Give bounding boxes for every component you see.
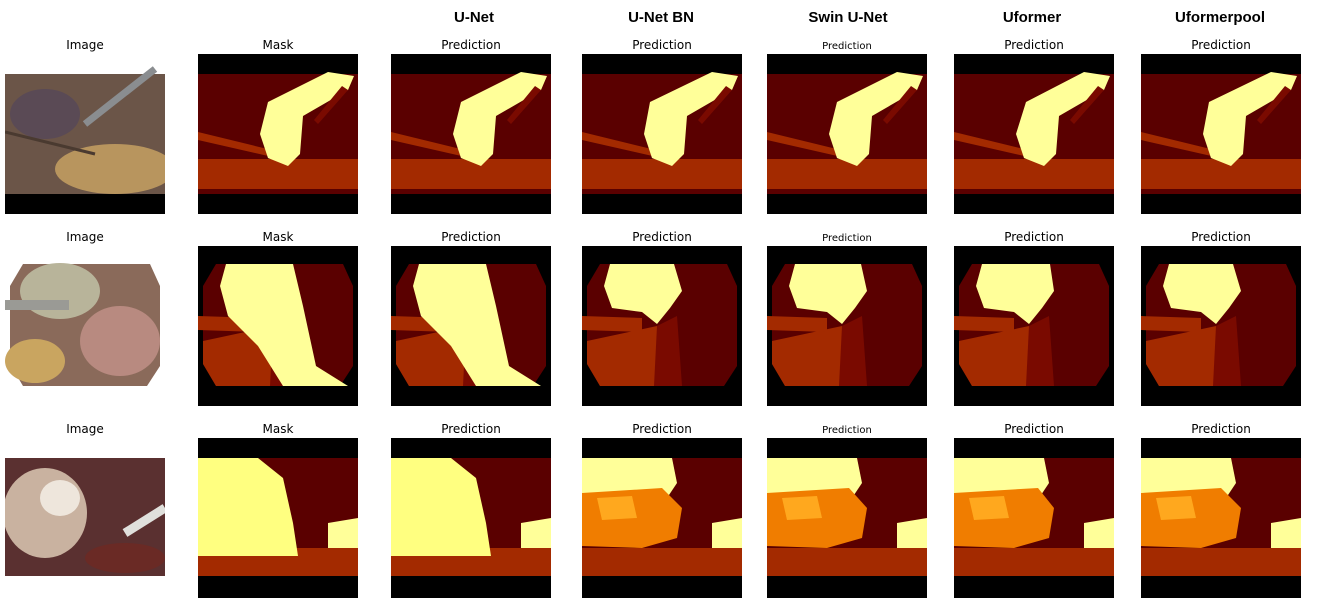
column-header-swin-unet: Swin U-Net bbox=[808, 9, 888, 26]
prediction-image bbox=[391, 54, 551, 214]
prediction-title: Prediction bbox=[822, 233, 872, 244]
prediction-image bbox=[1141, 54, 1301, 214]
mask-title: Mask bbox=[262, 422, 294, 436]
image-title: Image bbox=[66, 422, 104, 436]
prediction-image bbox=[954, 54, 1114, 214]
prediction-image bbox=[391, 438, 551, 598]
prediction-image bbox=[954, 438, 1114, 598]
image-title: Image bbox=[66, 38, 104, 52]
prediction-image bbox=[582, 438, 742, 598]
mask-image bbox=[198, 246, 358, 406]
prediction-image bbox=[954, 246, 1114, 406]
prediction-title: Prediction bbox=[822, 425, 872, 436]
input-image bbox=[5, 54, 165, 214]
mask-title: Mask bbox=[262, 230, 294, 244]
prediction-title: Prediction bbox=[632, 38, 692, 52]
prediction-image bbox=[1141, 246, 1301, 406]
prediction-title: Prediction bbox=[1191, 38, 1251, 52]
prediction-image bbox=[391, 246, 551, 406]
prediction-title: Prediction bbox=[1004, 38, 1064, 52]
prediction-title: Prediction bbox=[632, 230, 692, 244]
column-header-unet-bn: U-Net BN bbox=[628, 9, 694, 26]
prediction-image bbox=[582, 246, 742, 406]
mask-title: Mask bbox=[262, 38, 294, 52]
column-header-uformer: Uformer bbox=[1002, 9, 1062, 26]
prediction-image bbox=[1141, 438, 1301, 598]
column-header-uformerpool: Uformerpool bbox=[1175, 9, 1265, 26]
prediction-title: Prediction bbox=[1004, 230, 1064, 244]
mask-image bbox=[198, 54, 358, 214]
prediction-title: Prediction bbox=[441, 422, 501, 436]
prediction-title: Prediction bbox=[1191, 230, 1251, 244]
prediction-title: Prediction bbox=[822, 41, 872, 52]
prediction-image bbox=[582, 54, 742, 214]
mask-image bbox=[198, 438, 358, 598]
prediction-title: Prediction bbox=[632, 422, 692, 436]
prediction-image bbox=[767, 246, 927, 406]
prediction-title: Prediction bbox=[441, 38, 501, 52]
prediction-title: Prediction bbox=[1191, 422, 1251, 436]
prediction-image bbox=[767, 54, 927, 214]
prediction-title: Prediction bbox=[1004, 422, 1064, 436]
column-header-unet: U-Net bbox=[454, 9, 494, 26]
input-image bbox=[5, 438, 165, 598]
prediction-image bbox=[767, 438, 927, 598]
image-title: Image bbox=[66, 230, 104, 244]
input-image bbox=[5, 246, 165, 406]
prediction-title: Prediction bbox=[441, 230, 501, 244]
